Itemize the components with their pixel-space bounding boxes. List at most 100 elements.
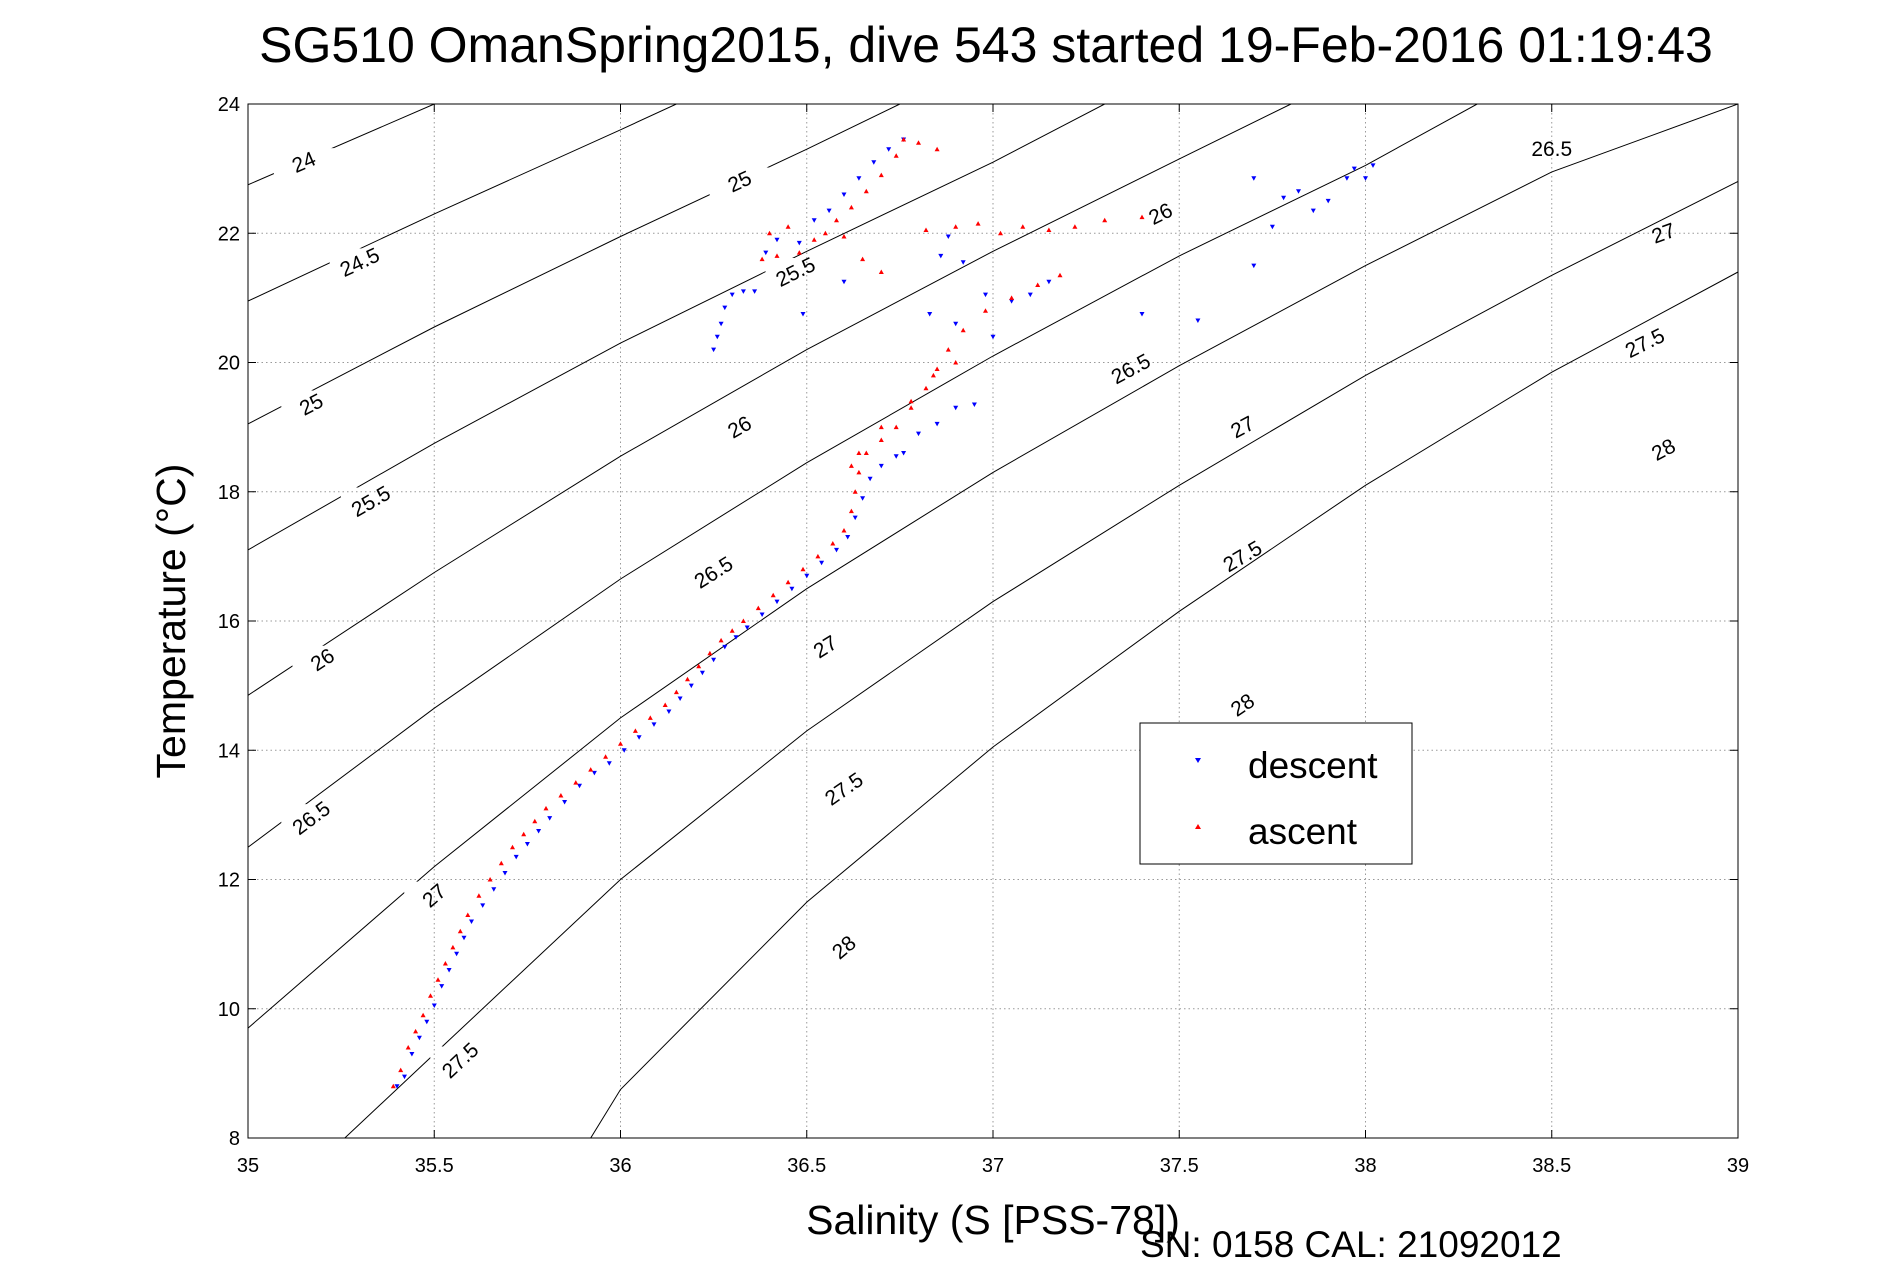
ascent-point	[848, 204, 854, 210]
descent-point	[1009, 299, 1015, 304]
descent-point	[729, 292, 735, 298]
ascent-point	[983, 308, 988, 313]
descent-point	[402, 1074, 407, 1080]
ascent-point	[420, 1012, 426, 1018]
axis-ticks: 35 35.5 36 36.5 37 37.5 38 38.5 39 8 10 12 14 16 18 20 2…	[218, 94, 1749, 1177]
ascent-point	[930, 372, 936, 378]
ascent-point	[603, 754, 609, 759]
descent-point	[711, 657, 717, 663]
ascent-point	[878, 172, 884, 178]
descent-point	[856, 176, 862, 181]
descent-point	[860, 496, 866, 501]
descent-point	[1027, 292, 1033, 298]
legend-ascent-label: ascent	[1248, 811, 1358, 852]
ascent-point	[1102, 217, 1108, 223]
descent-point	[562, 800, 568, 805]
descent-point	[938, 253, 944, 259]
legend-descent-label: descent	[1248, 745, 1378, 786]
y-tick-label: 14	[218, 740, 240, 762]
descent-point	[439, 984, 445, 989]
contour-line-27-5	[344, 181, 1738, 1138]
ascent-point	[815, 553, 821, 559]
descent-point	[733, 635, 739, 640]
descent-point	[502, 871, 508, 876]
ascent-point	[863, 450, 869, 455]
ascent-point	[953, 360, 959, 365]
ascent-point	[740, 618, 746, 623]
series-descent	[394, 137, 1376, 1089]
y-tick-label: 16	[218, 611, 240, 633]
ascent-point	[774, 253, 780, 258]
legend-descent-marker	[1195, 758, 1201, 763]
ascent-point	[893, 153, 899, 158]
ascent-point	[465, 912, 471, 917]
ascent-point	[632, 728, 638, 733]
ascent-point	[767, 230, 772, 236]
contour-line-26-5	[248, 104, 1478, 848]
ascent-point	[487, 877, 493, 882]
ascent-point	[1020, 224, 1026, 229]
descent-point	[763, 250, 769, 256]
descent-point	[636, 735, 642, 740]
ascent-point	[457, 928, 463, 934]
ascent-point	[878, 437, 884, 442]
descent-point	[826, 208, 832, 214]
descent-point	[744, 625, 750, 630]
x-axis-label: Salinity (S [PSS-78])	[806, 1197, 1180, 1243]
descent-point	[524, 842, 530, 847]
y-tick-label: 8	[229, 1128, 240, 1150]
ascent-point	[558, 793, 564, 798]
ascent-point	[532, 818, 538, 824]
ascent-point	[510, 844, 515, 850]
descent-point	[871, 160, 877, 165]
descent-point	[953, 321, 959, 327]
contour-line-25	[248, 104, 901, 425]
series-ascent	[390, 137, 1145, 1089]
descent-point	[916, 431, 921, 437]
descent-point	[1139, 312, 1145, 317]
ascent-point	[796, 250, 802, 255]
descent-point	[800, 312, 806, 317]
descent-point	[621, 748, 627, 753]
contour-line-27	[248, 104, 1738, 1029]
y-tick-label: 24	[218, 94, 240, 116]
descent-point	[454, 951, 460, 957]
descent-point	[759, 612, 765, 617]
ascent-point	[770, 592, 776, 598]
ascent-point	[785, 579, 791, 585]
descent-point	[1269, 224, 1275, 230]
ascent-point	[573, 780, 579, 785]
ascent-point	[435, 977, 441, 982]
descent-point	[752, 289, 758, 294]
descent-point	[394, 1084, 400, 1089]
x-tick-label: 37.5	[1160, 1155, 1199, 1177]
ascent-point	[696, 663, 702, 669]
descent-point	[666, 709, 672, 714]
descent-point	[651, 722, 657, 727]
ascent-point	[834, 217, 839, 223]
contour-label: 26.5	[1531, 138, 1572, 161]
descent-point	[677, 696, 683, 701]
descent-point	[886, 147, 892, 152]
descent-point	[547, 816, 553, 821]
ascent-point	[1009, 295, 1015, 300]
ascent-point	[856, 469, 862, 475]
ascent-point	[543, 805, 549, 811]
descent-point	[1363, 176, 1368, 181]
descent-point	[1344, 176, 1350, 181]
ascent-point	[1035, 282, 1041, 287]
ascent-point	[759, 256, 765, 262]
y-tick-label: 12	[218, 870, 240, 892]
descent-point	[1325, 198, 1331, 204]
descent-point	[796, 240, 802, 246]
ascent-point	[860, 256, 866, 262]
x-tick-label: 39	[1727, 1155, 1749, 1177]
ascent-point	[811, 237, 817, 242]
ascent-point	[800, 566, 806, 572]
descent-point	[409, 1052, 415, 1057]
descent-point	[480, 903, 486, 908]
chart-title: SG510 OmanSpring2015, dive 543 started 1…	[259, 17, 1713, 73]
ascent-point	[707, 650, 713, 656]
descent-point	[971, 402, 977, 407]
serial-calibration-footer: SN: 0158 CAL: 21092012	[1140, 1224, 1562, 1262]
